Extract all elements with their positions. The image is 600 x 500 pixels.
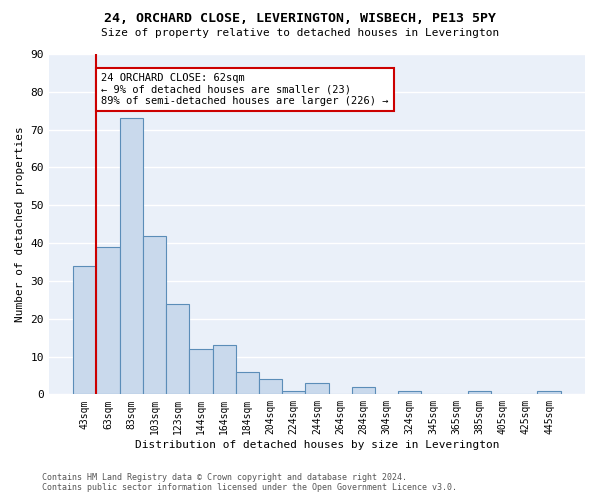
Bar	[468, 390, 491, 394]
Bar	[305, 383, 329, 394]
Bar	[119, 118, 143, 394]
Y-axis label: Number of detached properties: Number of detached properties	[15, 126, 25, 322]
Bar	[166, 304, 190, 394]
Bar	[352, 387, 375, 394]
Bar	[212, 345, 236, 395]
Bar	[538, 390, 560, 394]
Text: 24, ORCHARD CLOSE, LEVERINGTON, WISBECH, PE13 5PY: 24, ORCHARD CLOSE, LEVERINGTON, WISBECH,…	[104, 12, 496, 26]
X-axis label: Distribution of detached houses by size in Leverington: Distribution of detached houses by size …	[135, 440, 499, 450]
Bar	[97, 247, 119, 394]
Bar	[282, 390, 305, 394]
Bar	[143, 236, 166, 394]
Bar	[259, 379, 282, 394]
Text: Size of property relative to detached houses in Leverington: Size of property relative to detached ho…	[101, 28, 499, 38]
Bar	[236, 372, 259, 394]
Text: Contains HM Land Registry data © Crown copyright and database right 2024.
Contai: Contains HM Land Registry data © Crown c…	[42, 473, 457, 492]
Bar	[73, 266, 97, 394]
Bar	[190, 349, 212, 395]
Bar	[398, 390, 421, 394]
Text: 24 ORCHARD CLOSE: 62sqm
← 9% of detached houses are smaller (23)
89% of semi-det: 24 ORCHARD CLOSE: 62sqm ← 9% of detached…	[101, 73, 389, 106]
